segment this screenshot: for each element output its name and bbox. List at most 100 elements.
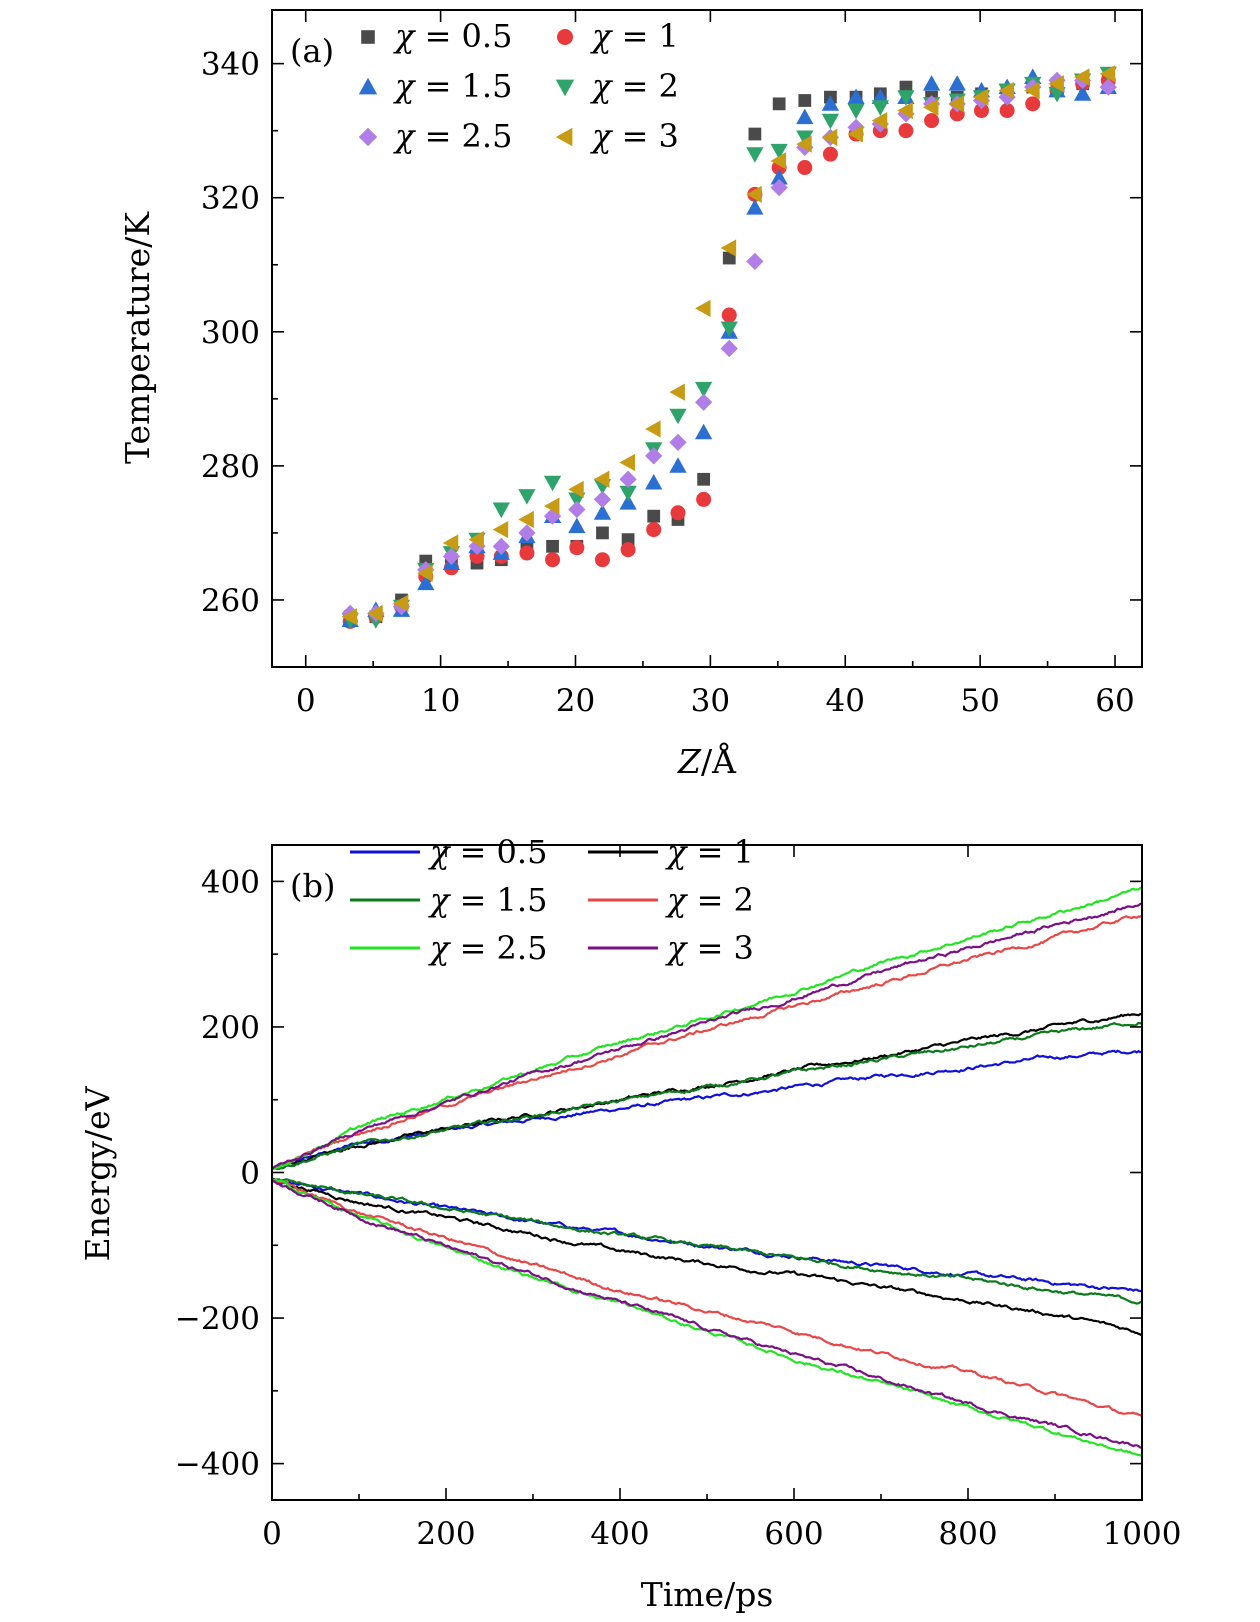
panel-a-point	[645, 447, 663, 465]
panel-b-x-tick-label: 1000	[1103, 1516, 1182, 1552]
panel-b-line-lower	[271, 1177, 1143, 1337]
panel-a-point	[721, 307, 737, 323]
panel-a-point	[619, 470, 637, 488]
panel-a-point	[796, 108, 814, 125]
panel-a-point	[897, 101, 913, 120]
panel-b-line-lower	[271, 1178, 1143, 1458]
panel-a-y-tick-label: 300	[201, 315, 260, 351]
panel-a-point	[1074, 85, 1092, 101]
panel-a-point	[669, 383, 685, 401]
panel-a-point	[770, 168, 788, 185]
panel-a-x-tick-label: 0	[296, 683, 316, 719]
panel-a-point	[999, 103, 1015, 119]
panel-a-point	[670, 505, 686, 521]
panel-a-legend-marker	[557, 29, 573, 45]
panel-a-point	[619, 453, 635, 472]
panel-a-point	[1024, 81, 1040, 100]
panel-a-point	[543, 497, 560, 515]
panel-a-legend-entry: χ = 2	[590, 67, 679, 105]
panel-a-legend-entry: χ = 1.5	[393, 67, 512, 105]
panel-a-point	[695, 423, 713, 440]
panel-a-point	[1099, 78, 1117, 96]
panel-a-point	[720, 321, 738, 338]
panel-a-y-tick-label: 280	[201, 449, 260, 485]
panel-a-point	[669, 457, 687, 473]
panel-a-legend: χ = 0.5 χ = 1 χ = 1.5 χ = 2 χ = 2.5 χ = 3	[358, 17, 679, 155]
panel-b-y-tick-label: 0	[240, 1156, 260, 1192]
panel-b-energy-chart: 0 200 400 600 800 1000 −400 −200 0 200 400 (b) χ =…	[78, 833, 1181, 1614]
panel-a-point	[696, 491, 712, 507]
panel-a-y-tick-label: 260	[201, 583, 260, 619]
panel-a-point	[468, 530, 484, 549]
panel-a-legend-marker	[361, 30, 375, 44]
panel-b-line-lower	[271, 1178, 1143, 1305]
panel-a-point	[922, 75, 941, 91]
panel-a-plot-frame	[271, 9, 1143, 668]
panel-a-point	[619, 485, 637, 502]
panel-b-series-lines	[271, 886, 1143, 1458]
panel-a-point	[770, 143, 788, 160]
panel-a-point	[518, 524, 536, 542]
panel-a-point	[417, 574, 435, 591]
panel-a-point	[948, 95, 965, 113]
panel-a-point	[519, 545, 535, 561]
panel-a-point	[492, 520, 509, 539]
panel-a-point	[847, 103, 865, 120]
panel-a-point	[796, 135, 812, 153]
panel-a-x-axis-symbol: Z	[677, 742, 702, 781]
panel-b-legend-entry: χ = 2	[665, 881, 754, 919]
panel-a-y-tick-label: 320	[201, 181, 260, 217]
panel-a-point	[897, 90, 915, 106]
panel-a-point	[924, 113, 940, 129]
panel-a-x-axis-label: Z/Å	[677, 741, 737, 781]
panel-a-point	[697, 472, 711, 486]
panel-a-point	[847, 125, 863, 143]
panel-a-legend-marker	[358, 127, 378, 147]
panel-a-x-axis-unit: /Å	[701, 741, 737, 781]
panel-a-point	[798, 94, 812, 107]
panel-a-point	[998, 81, 1015, 100]
panel-b-legend-entry: χ = 2.5	[428, 929, 547, 967]
panel-a-x-tick-label: 20	[556, 683, 595, 719]
panel-b-y-tick-label: −200	[175, 1301, 260, 1337]
panel-a-point	[646, 522, 662, 538]
panel-a-point	[746, 252, 764, 271]
panel-a-point	[871, 100, 889, 116]
panel-a-point	[669, 408, 687, 425]
panel-b-legend-entry: χ = 3	[665, 929, 754, 967]
panel-b-x-axis-label: Time/ps	[641, 1575, 774, 1614]
panel-a-point	[695, 393, 713, 411]
panel-b-x-tick-label: 0	[262, 1516, 282, 1552]
panel-a-point	[821, 113, 840, 130]
panel-a-point	[722, 251, 736, 265]
panel-b-x-tick-label: 800	[938, 1516, 997, 1552]
panel-a-legend-marker	[555, 79, 575, 97]
panel-a-point	[1074, 68, 1090, 86]
panel-b-line-upper	[271, 1021, 1143, 1171]
panel-a-point	[647, 509, 661, 523]
panel-a-point	[645, 474, 663, 490]
panel-a-point	[871, 111, 888, 130]
panel-a-data-points	[341, 65, 1117, 629]
panel-a-label: (a)	[290, 32, 334, 70]
panel-b-y-axis-label: Energy/eV	[78, 1085, 117, 1261]
panel-a-point	[392, 594, 409, 612]
panel-a-legend-marker	[555, 127, 573, 147]
panel-a-point	[770, 179, 788, 197]
panel-b-line-upper	[271, 886, 1143, 1170]
panel-a-point	[518, 489, 536, 505]
panel-a-point	[748, 127, 762, 141]
panel-a-point	[1025, 96, 1041, 112]
panel-a-x-tick-label: 50	[960, 683, 999, 719]
panel-a-point	[546, 539, 559, 553]
panel-a-point	[619, 494, 637, 510]
panel-a-point	[746, 147, 764, 163]
panel-a-point	[545, 552, 561, 568]
panel-b-x-tick-label: 200	[416, 1516, 475, 1552]
panel-a-point	[593, 490, 612, 509]
panel-a-point	[596, 526, 609, 540]
panel-a-y-axis-label: Temperature/K	[118, 211, 157, 464]
panel-b-legend: χ = 0.5 χ = 1 χ = 1.5 χ = 2 χ = 2.5 χ = 3	[350, 833, 754, 967]
panel-b-line-upper	[272, 1049, 1143, 1170]
